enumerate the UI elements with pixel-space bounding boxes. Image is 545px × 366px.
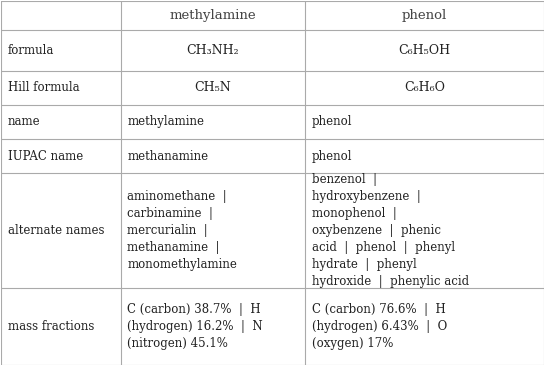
Text: CH₃NH₂: CH₃NH₂ xyxy=(186,44,239,57)
Text: aminomethane  |
carbinamine  |
mercurialin  |
methanamine  |
monomethylamine: aminomethane | carbinamine | mercurialin… xyxy=(127,190,237,271)
Text: C (carbon) 76.6%  |  H
(hydrogen) 6.43%  |  O
(oxygen) 17%: C (carbon) 76.6% | H (hydrogen) 6.43% | … xyxy=(312,303,447,350)
Text: IUPAC name: IUPAC name xyxy=(8,150,83,163)
Text: methylamine: methylamine xyxy=(169,10,256,22)
Text: formula: formula xyxy=(8,44,55,57)
Text: methylamine: methylamine xyxy=(127,116,204,128)
Text: phenol: phenol xyxy=(312,116,352,128)
Text: C₆H₆O: C₆H₆O xyxy=(404,81,445,94)
Text: alternate names: alternate names xyxy=(8,224,105,237)
Text: name: name xyxy=(8,116,40,128)
Text: benzenol  |
hydroxybenzene  |
monophenol  |
oxybenzene  |  phenic
acid  |  pheno: benzenol | hydroxybenzene | monophenol |… xyxy=(312,173,469,288)
Text: Hill formula: Hill formula xyxy=(8,81,80,94)
Text: C (carbon) 38.7%  |  H
(hydrogen) 16.2%  |  N
(nitrogen) 45.1%: C (carbon) 38.7% | H (hydrogen) 16.2% | … xyxy=(127,303,263,350)
Text: phenol: phenol xyxy=(312,150,352,163)
Text: C₆H₅OH: C₆H₅OH xyxy=(398,44,450,57)
Text: CH₅N: CH₅N xyxy=(195,81,231,94)
Text: methanamine: methanamine xyxy=(127,150,208,163)
Text: mass fractions: mass fractions xyxy=(8,320,94,333)
Text: phenol: phenol xyxy=(402,10,447,22)
